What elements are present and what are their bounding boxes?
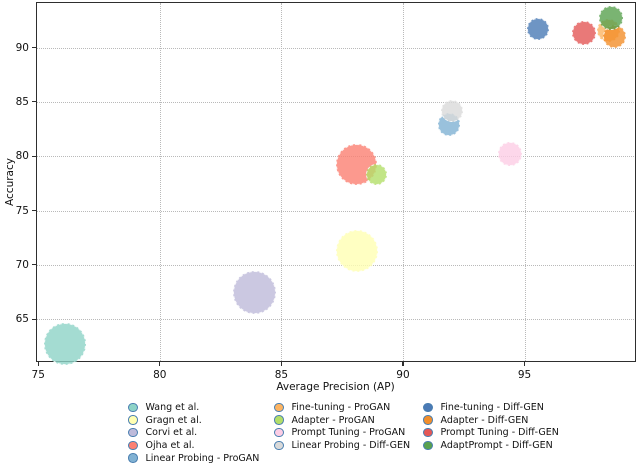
x-tick-label-75: 75 [31, 368, 45, 381]
legend-item-label: Prompt Tuning - ProGAN [291, 427, 406, 439]
y-tick-label-65: 65 [15, 313, 29, 326]
legend-item: Prompt Tuning - Diff-GEN [423, 426, 559, 439]
legend-item: Prompt Tuning - ProGAN [274, 426, 410, 439]
legend-marker-icon [128, 402, 138, 413]
y-tick-label-85: 85 [15, 95, 29, 108]
legend-marker-icon [423, 427, 433, 438]
legend-item: AdaptPrompt - Diff-GEN [423, 439, 559, 452]
legend-item: Wang et al. [128, 401, 259, 414]
legend-marker-icon [274, 440, 284, 451]
legend-item: Linear Probing - Diff-GEN [274, 439, 410, 452]
gridline-y-90 [37, 47, 634, 49]
gridline-y-70 [37, 264, 634, 266]
legend-item-label: Linear Probing - Diff-GEN [291, 439, 411, 451]
legend-column-3: Fine-tuning - Diff-GEN Adapter - Diff-GEN… [423, 401, 559, 452]
x-tick-label-80: 80 [153, 368, 167, 381]
y-tick-label-90: 90 [15, 41, 29, 54]
legend-marker-icon [274, 415, 284, 425]
legend-item-label: Linear Probing - ProGAN [145, 452, 260, 464]
gridline-y-75 [37, 210, 634, 212]
legend-column-1: Wang et al. Gragn et al. Corvi et al. Ojha … [128, 401, 259, 464]
legend-marker-icon [128, 415, 138, 425]
y-tick-label-80: 80 [15, 150, 29, 163]
legend-item: Fine-tuning - ProGAN [274, 401, 410, 414]
bubble-wang-et-al [44, 323, 86, 365]
gridline-x-95 [524, 3, 526, 361]
bubble-adaptprompt-diff-gen [599, 6, 623, 30]
legend-item: Ojha et al. [128, 439, 259, 452]
x-axis-label: Average Precision (AP) [276, 381, 395, 393]
bubble-fine-tuning-diff-gen [526, 17, 550, 41]
gridline-y-85 [37, 101, 634, 103]
y-tick-mark-85 [32, 101, 36, 103]
legend-item-label: AdaptPrompt - Diff-GEN [440, 439, 553, 451]
legend-column-2: Fine-tuning - ProGAN Adapter - ProGAN Prom… [274, 401, 410, 452]
legend-marker-icon [128, 453, 138, 463]
legend-item: Adapter - ProGAN [274, 414, 410, 427]
legend-item: Corvi et al. [128, 426, 259, 439]
legend-marker-icon [423, 440, 433, 451]
legend-item: Linear Probing - ProGAN [128, 452, 259, 464]
x-tick-mark-75 [37, 361, 39, 366]
x-tick-mark-90 [402, 361, 404, 366]
y-tick-mark-70 [32, 264, 36, 266]
y-tick-label-75: 75 [15, 204, 29, 217]
legend-marker-icon [423, 415, 433, 425]
legend-item-label: Adapter - Diff-GEN [440, 414, 529, 426]
legend-item-label: Fine-tuning - Diff-GEN [440, 401, 544, 413]
legend-item-label: Prompt Tuning - Diff-GEN [440, 427, 559, 439]
legend-item-label: Corvi et al. [145, 427, 198, 439]
legend-item: Gragn et al. [128, 414, 259, 427]
bubble-prompt-tuning-progan [498, 142, 522, 166]
legend-item-label: Wang et al. [145, 401, 200, 413]
legend-marker-icon [423, 402, 433, 413]
y-tick-mark-80 [32, 155, 36, 157]
legend-marker-icon [274, 427, 284, 438]
legend-item-label: Gragn et al. [145, 414, 202, 426]
bubble-prompt-tuning-diff-gen [572, 21, 597, 46]
legend-item-label: Fine-tuning - ProGAN [291, 401, 391, 413]
legend-marker-icon [128, 440, 138, 451]
legend-item-label: Adapter - ProGAN [291, 414, 375, 426]
plot-area [36, 2, 636, 362]
gridline-y-80 [37, 156, 634, 158]
y-tick-mark-65 [32, 318, 36, 320]
gridline-x-90 [402, 3, 404, 361]
x-tick-label-85: 85 [274, 368, 289, 381]
x-tick-label-90: 90 [396, 368, 410, 381]
x-tick-label-95: 95 [517, 368, 532, 381]
y-tick-mark-90 [32, 46, 36, 49]
legend-item-label: Ojha et al. [145, 439, 195, 451]
legend-item: Adapter - Diff-GEN [423, 414, 559, 427]
legend-item: Fine-tuning - Diff-GEN [423, 401, 559, 414]
gridline-x-85 [281, 3, 283, 361]
y-tick-mark-75 [32, 209, 36, 212]
gridline-x-80 [159, 3, 161, 361]
x-tick-mark-95 [523, 361, 526, 366]
x-tick-mark-85 [280, 361, 282, 366]
gridline-y-65 [37, 319, 634, 321]
y-tick-label-70: 70 [15, 258, 29, 271]
x-tick-mark-80 [159, 361, 161, 366]
legend-marker-icon [128, 427, 138, 438]
bubble-linear-probing-diff-gen [440, 99, 463, 122]
y-axis-label: Accuracy [4, 157, 16, 206]
legend-marker-icon [274, 402, 284, 413]
bubble-gragn-et-al [335, 229, 378, 272]
bubble-adapter-progan [365, 163, 387, 186]
bubble-corvi-et-al [233, 270, 277, 314]
